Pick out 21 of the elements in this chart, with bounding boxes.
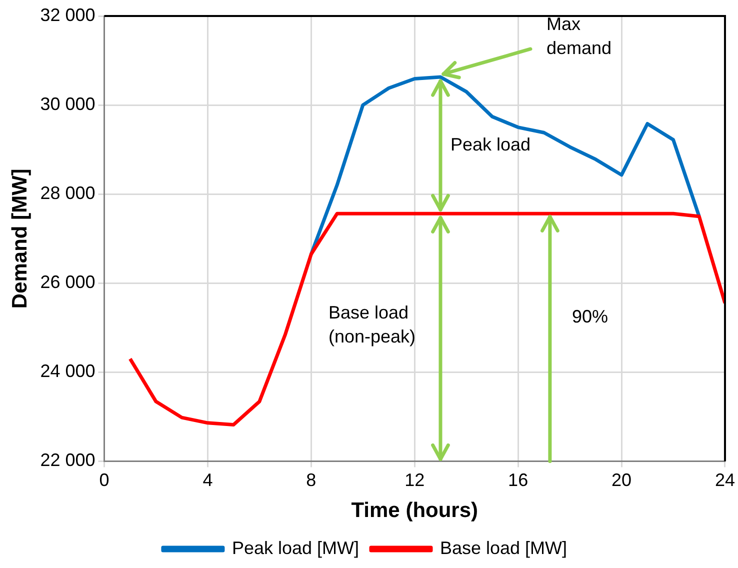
y-tick-label: 28 000 (40, 183, 96, 204)
y-tick-label: 30 000 (40, 94, 96, 114)
annotation: 90% (572, 306, 608, 326)
y-tick-label: 24 000 (40, 361, 96, 382)
x-tick-label: 16 (508, 470, 528, 490)
x-tick-label: 20 (612, 470, 632, 490)
annotation: Base load (non-peak) (328, 302, 416, 346)
y-tick-label: 32 000 (40, 4, 96, 25)
legend-label: Base load [MW] (440, 538, 568, 558)
x-tick-label: 0 (99, 470, 110, 490)
x-axis-title: Time (hours) (351, 499, 478, 522)
annotation: Max demand (546, 14, 612, 58)
y-tick-label: 22 000 (40, 450, 96, 470)
x-tick-label: 8 (306, 470, 316, 490)
x-tick-label: 24 (714, 470, 736, 490)
legend-label: Peak load [MW] (232, 538, 359, 558)
y-axis-title: Demand [MW] (8, 168, 32, 309)
x-tick-label: 12 (404, 470, 425, 490)
annotation: Peak load (450, 134, 531, 154)
x-tick-label: 4 (202, 470, 213, 490)
y-tick-label: 26 000 (40, 272, 96, 292)
